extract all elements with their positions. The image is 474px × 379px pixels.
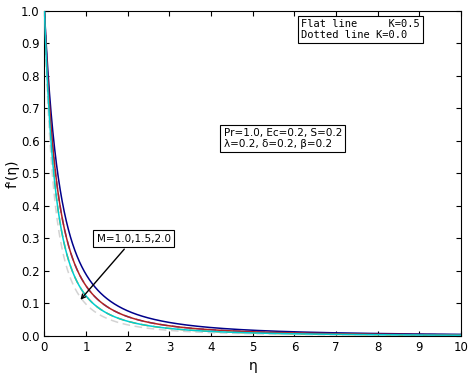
X-axis label: η: η <box>248 359 257 373</box>
Y-axis label: f'(η): f'(η) <box>6 159 19 188</box>
Text: Flat line     K=0.5
Dotted line K=0.0: Flat line K=0.5 Dotted line K=0.0 <box>301 19 419 40</box>
Text: Pr=1.0, Ec=0.2, S=0.2
λ=0.2, δ=0.2, β=0.2: Pr=1.0, Ec=0.2, S=0.2 λ=0.2, δ=0.2, β=0.… <box>224 128 342 149</box>
Text: M=1.0,1.5,2.0: M=1.0,1.5,2.0 <box>82 233 171 299</box>
